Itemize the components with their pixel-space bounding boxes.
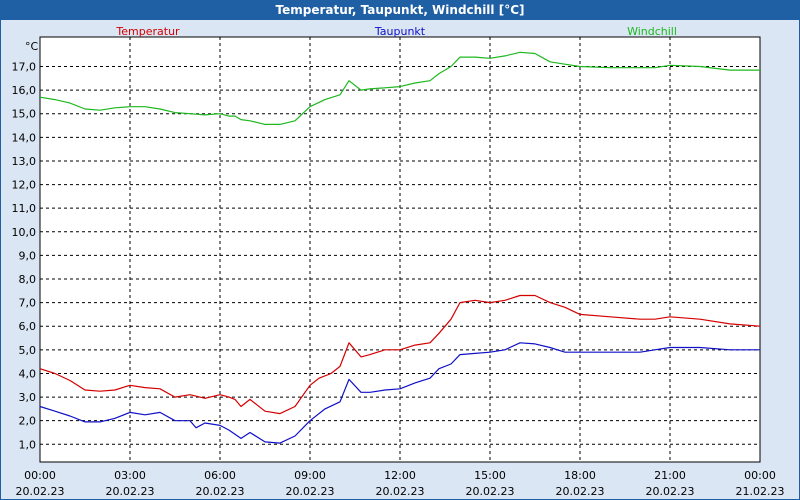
- x-tick-date-label: 20.02.23: [196, 485, 245, 498]
- x-tick-time-label: 18:00: [564, 469, 596, 482]
- x-tick-time-label: 12:00: [384, 469, 416, 482]
- series-line-temperatur: [39, 294, 761, 415]
- legend: Temperatur Taupunkt Windchill: [115, 25, 677, 38]
- y-tick-label: 9,0: [19, 249, 37, 262]
- y-tick-label: 10,0: [12, 226, 37, 239]
- y-tick-label: 2,0: [19, 415, 37, 428]
- y-tick-label: 17,0: [12, 61, 37, 74]
- x-tick-date-label: 20.02.23: [376, 485, 425, 498]
- x-axis: 00:00 20.02.23 03:00 20.02.23 06:00 20.02.23 0…: [16, 469, 785, 498]
- y-tick-label: 4,0: [19, 367, 37, 380]
- x-tick-date-label: 20.02.23: [556, 485, 605, 498]
- x-tick-time-label: 00:00: [744, 469, 776, 482]
- y-tick-label: 14,0: [12, 131, 37, 144]
- x-tick-date-label: 20.02.23: [286, 485, 335, 498]
- x-tick-time-label: 03:00: [114, 469, 146, 482]
- y-tick-label: 8,0: [19, 273, 37, 286]
- y-tick-label: 1,0: [19, 438, 37, 451]
- y-tick-label: 11,0: [12, 202, 37, 215]
- y-tick-label: 6,0: [19, 320, 37, 333]
- y-tick-label: 13,0: [12, 155, 37, 168]
- legend-entry-windchill: Windchill: [627, 25, 677, 38]
- y-tick-label: 7,0: [19, 297, 37, 310]
- x-tick-time-label: 09:00: [294, 469, 326, 482]
- x-tick-time-label: 21:00: [654, 469, 686, 482]
- x-tick-time-label: 00:00: [24, 469, 56, 482]
- x-tick-date-label: 20.02.23: [646, 485, 695, 498]
- series-line-taupunkt: [39, 342, 760, 444]
- y-axis-unit-label: °C: [25, 40, 39, 53]
- grid-lines: [40, 37, 760, 462]
- y-tick-label: 12,0: [12, 179, 37, 192]
- series-lines: [39, 51, 761, 444]
- x-tick-date-label: 21.02.23: [736, 485, 785, 498]
- series-line-windchill: [39, 51, 760, 125]
- legend-entry-taupunkt: Taupunkt: [374, 25, 426, 38]
- chart-title: Temperatur, Taupunkt, Windchill [°C]: [0, 0, 800, 20]
- x-tick-time-label: 15:00: [474, 469, 506, 482]
- y-axis: 1,0 2,0 3,0 4,0 5,0 6,0 7,0 8,0 9,0 10,0 11,0 12,0 1…: [12, 61, 37, 452]
- y-tick-label: 5,0: [19, 344, 37, 357]
- legend-entry-temperatur: Temperatur: [115, 25, 180, 38]
- y-tick-label: 15,0: [12, 108, 37, 121]
- y-tick-label: 16,0: [12, 84, 37, 97]
- x-tick-date-label: 20.02.23: [106, 485, 155, 498]
- y-tick-label: 3,0: [19, 391, 37, 404]
- x-tick-date-label: 20.02.23: [466, 485, 515, 498]
- x-tick-time-label: 06:00: [204, 469, 236, 482]
- x-tick-date-label: 20.02.23: [16, 485, 65, 498]
